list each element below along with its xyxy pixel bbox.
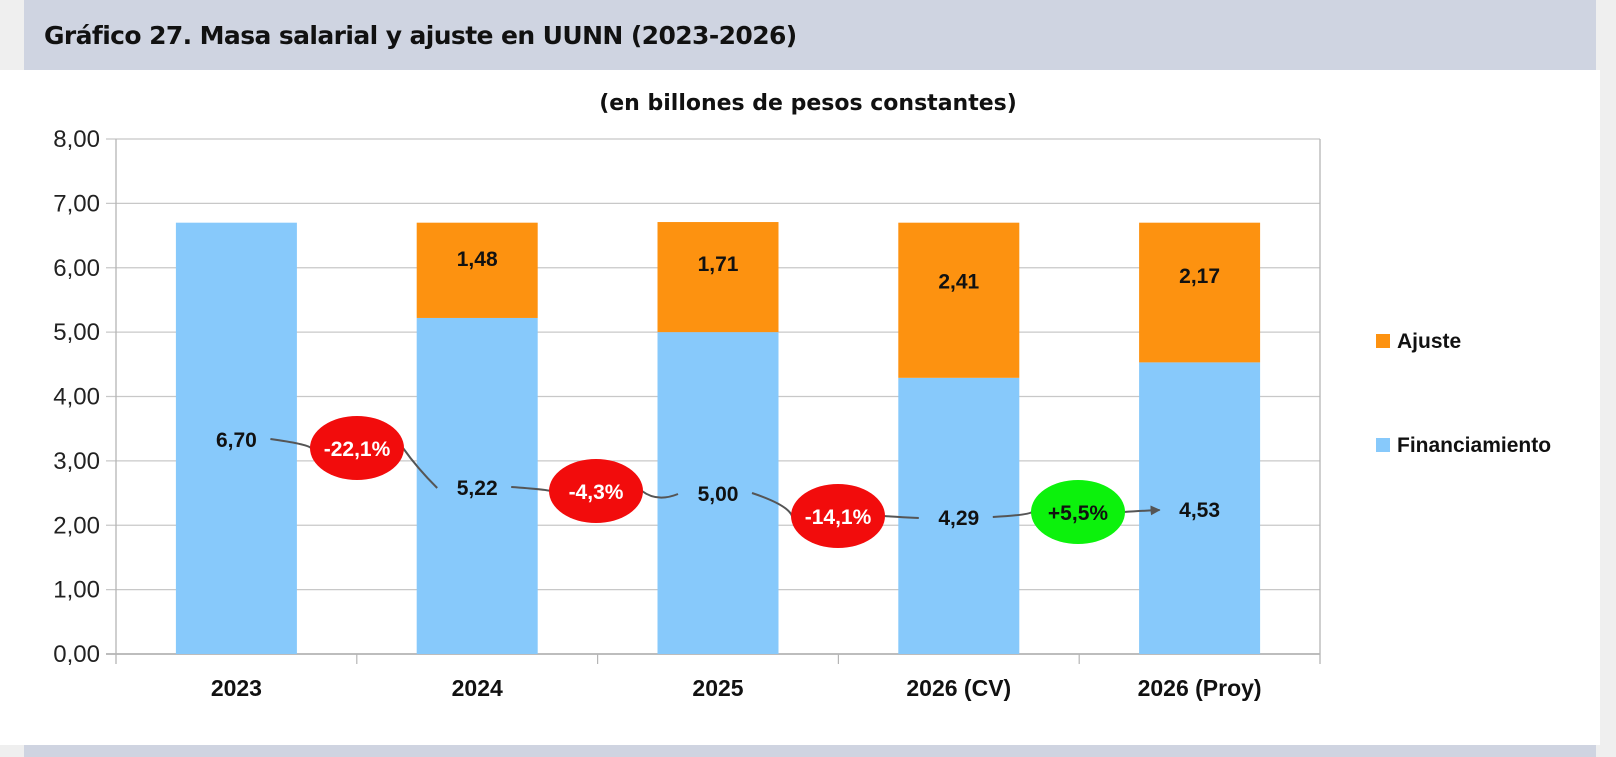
data-label-financiamiento: 4,53 <box>1179 499 1220 522</box>
data-label-financiamiento: 5,00 <box>698 483 739 506</box>
legend-label: Ajuste <box>1397 330 1461 353</box>
x-tick-label: 2023 <box>211 675 262 701</box>
x-tick-label: 2026 (CV) <box>906 675 1011 701</box>
bar-ajuste <box>657 222 779 333</box>
change-badges: -22,1% -4,3% -14,1% +5,5% <box>310 416 1125 548</box>
data-label-ajuste: 2,17 <box>1179 265 1220 288</box>
y-tick-label: 2,00 <box>53 512 100 539</box>
chart-title: Gráfico 27. Masa salarial y ajuste en UU… <box>44 21 797 50</box>
bars <box>175 222 1261 654</box>
connector-line <box>751 492 793 517</box>
y-tick-label: 3,00 <box>53 448 100 475</box>
connector-line <box>402 447 438 489</box>
bar-financiamiento <box>175 222 297 654</box>
data-label-ajuste: 2,41 <box>938 271 979 294</box>
header-band <box>24 0 1596 70</box>
data-label-financiamiento: 5,22 <box>457 477 498 500</box>
connector-line <box>270 438 312 449</box>
legend-swatch <box>1376 334 1390 348</box>
y-tick-label: 7,00 <box>53 190 100 217</box>
change-badge-label: +5,5% <box>1048 502 1108 525</box>
change-badge-label: -22,1% <box>324 438 391 461</box>
y-tick-label: 5,00 <box>53 319 100 346</box>
bar-financiamiento <box>657 332 779 654</box>
data-label-ajuste: 1,71 <box>698 253 739 276</box>
legend-label: Financiamiento <box>1397 434 1551 457</box>
bar-financiamiento <box>416 317 538 654</box>
x-tick-label: 2026 (Proy) <box>1138 675 1262 701</box>
change-badge <box>791 484 885 548</box>
y-axis-ticks: 0,00 1,00 2,00 3,00 4,00 5,00 6,00 7,00 8,00 <box>53 126 100 668</box>
bar-ajuste <box>416 222 538 318</box>
y-tick-label: 1,00 <box>53 577 100 604</box>
change-badge <box>1031 480 1125 544</box>
connector-line <box>641 490 679 499</box>
x-tick-label: 2025 <box>692 675 743 701</box>
y-tick-label: 0,00 <box>53 641 100 668</box>
connector-arrow <box>1123 505 1161 516</box>
bar-ajuste <box>1139 222 1261 363</box>
legend: Ajuste Financiamiento <box>1376 330 1551 457</box>
connector-line <box>883 515 919 519</box>
data-labels: 6,70 5,22 1,48 5,00 1,71 4,29 2,41 4,53 2,17 <box>216 248 1220 530</box>
chart-subtitle: (en billones de pesos constantes) <box>599 91 1017 116</box>
change-badge <box>549 459 643 523</box>
x-tick-label: 2024 <box>452 675 503 701</box>
footer-band <box>24 745 1596 757</box>
change-badge-label: -14,1% <box>805 506 872 529</box>
data-label-financiamiento: 6,70 <box>216 429 257 452</box>
legend-swatch <box>1376 438 1390 452</box>
bar-ajuste <box>898 222 1020 378</box>
y-tick-label: 6,00 <box>53 255 100 282</box>
data-label-financiamiento: 4,29 <box>938 507 979 530</box>
y-tick-label: 4,00 <box>53 384 100 411</box>
x-axis-ticks: 2023 2024 2025 2026 (CV) 2026 (Proy) <box>211 675 1262 701</box>
y-tick-label: 8,00 <box>53 126 100 153</box>
data-label-ajuste: 1,48 <box>457 248 498 271</box>
change-badge <box>310 416 404 480</box>
change-badge-label: -4,3% <box>569 481 624 504</box>
